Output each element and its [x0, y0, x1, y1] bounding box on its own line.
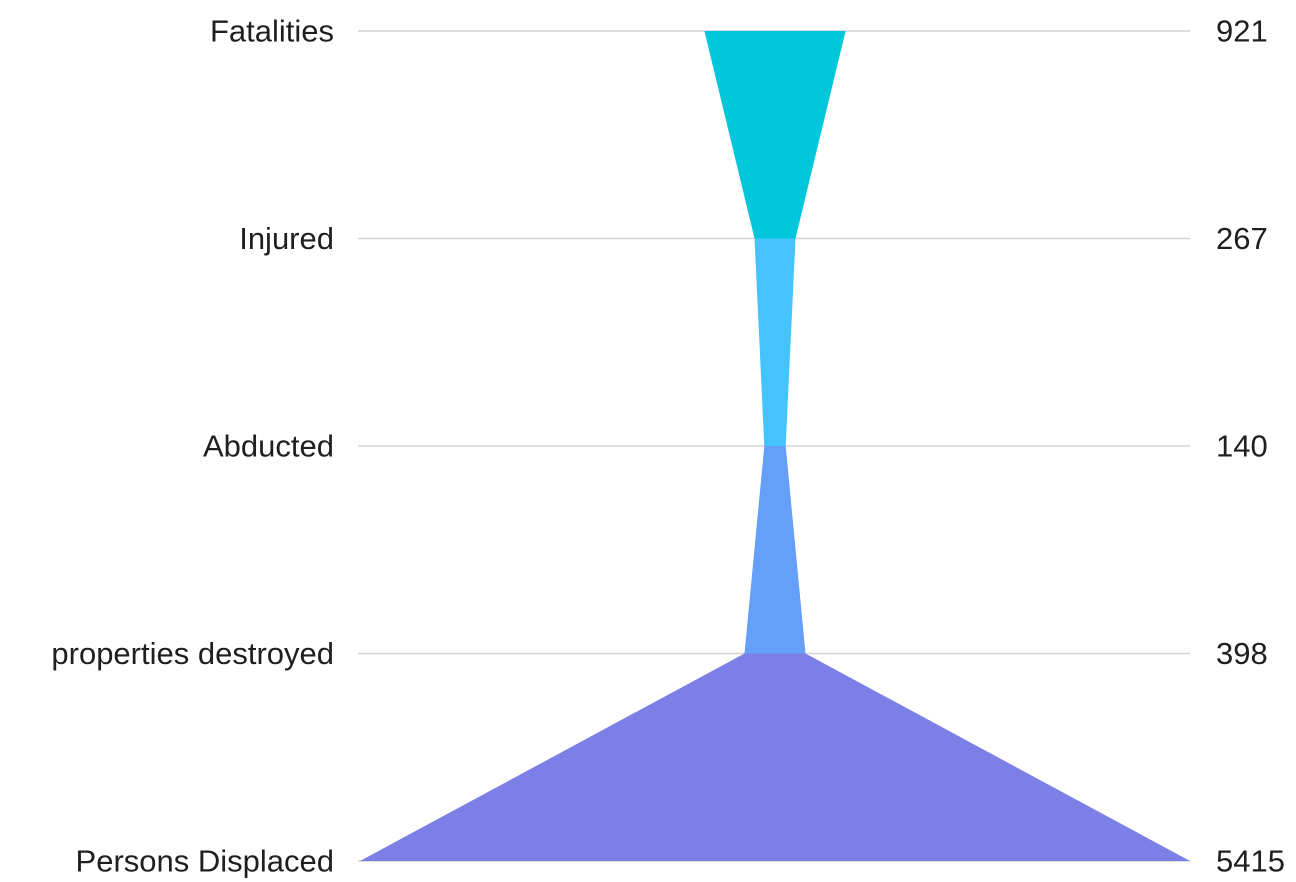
stage-labels: Fatalities Injured Abducted properties dest…	[51, 14, 334, 879]
funnel-segment	[754, 238, 796, 446]
value-label: 921	[1216, 14, 1268, 49]
stage-label: properties destroyed	[51, 636, 334, 671]
stage-label: Persons Displaced	[76, 844, 334, 879]
stage-label: Injured	[239, 221, 334, 256]
funnel-segments	[360, 31, 1190, 861]
funnel-segment	[704, 31, 846, 239]
value-label: 267	[1216, 221, 1268, 256]
stage-label: Abducted	[203, 429, 334, 464]
funnel-segment	[360, 653, 1190, 861]
value-labels: 921 267 140 398 5415	[1216, 14, 1285, 879]
funnel-segment	[744, 446, 806, 654]
stage-label: Fatalities	[210, 14, 334, 49]
value-label: 398	[1216, 636, 1268, 671]
value-label: 5415	[1216, 844, 1285, 879]
value-label: 140	[1216, 429, 1268, 464]
